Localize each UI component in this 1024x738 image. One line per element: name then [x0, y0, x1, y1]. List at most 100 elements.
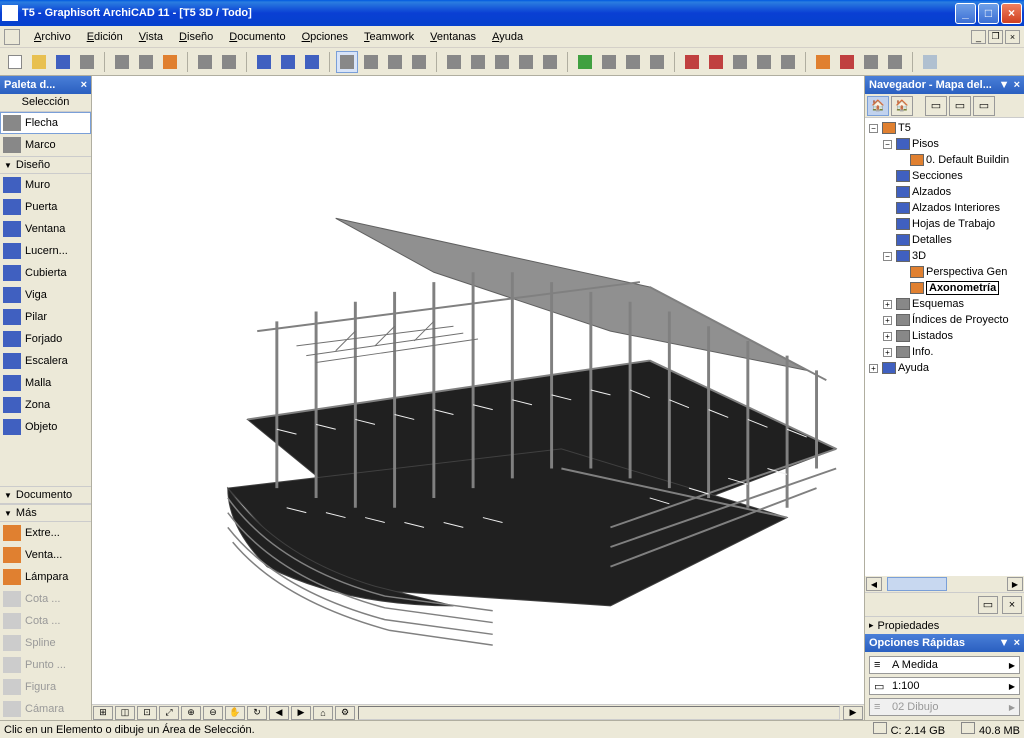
tree-item-esquemas[interactable]: +Esquemas	[867, 296, 1022, 312]
toolbar-eyedrop-button[interactable]	[301, 51, 323, 73]
toolbar-distr3-button[interactable]	[515, 51, 537, 73]
tree-item-secciones[interactable]: Secciones	[867, 168, 1022, 184]
maximize-button[interactable]: □	[978, 3, 999, 24]
toolbar-cut-button[interactable]	[111, 51, 133, 73]
tool-forjado[interactable]: Forjado	[0, 328, 91, 350]
3d-viewport[interactable]	[92, 76, 864, 704]
tool-ventana[interactable]: Ventana	[0, 218, 91, 240]
tree-item-axonometr-a[interactable]: Axonometría	[867, 280, 1022, 296]
toolbar-undo-button[interactable]	[194, 51, 216, 73]
tree-item-pisos[interactable]: −Pisos	[867, 136, 1022, 152]
nav-new-button[interactable]: ▭	[978, 596, 998, 614]
nav-delete-button[interactable]: ×	[1002, 596, 1022, 614]
toolbar-open-button[interactable]	[28, 51, 50, 73]
tree-item-3d[interactable]: −3D	[867, 248, 1022, 264]
toolbar-dim2-button[interactable]	[705, 51, 727, 73]
menu-archivo[interactable]: Archivo	[26, 29, 79, 45]
tree-item--ndices-de-proyecto[interactable]: +Índices de Proyecto	[867, 312, 1022, 328]
navigator-titlebar[interactable]: Navegador - Mapa del... ▼ ×	[865, 76, 1024, 94]
tree-item-perspectiva-gen[interactable]: Perspectiva Gen	[867, 264, 1022, 280]
zoom-fit-button[interactable]: ⤢	[159, 706, 179, 720]
next-view-button[interactable]: ▶	[291, 706, 311, 720]
tree-item-0--default-buildin[interactable]: 0. Default Buildin	[867, 152, 1022, 168]
zoom-out-button[interactable]: ⊖	[203, 706, 223, 720]
menu-vista[interactable]: Vista	[131, 29, 171, 45]
toolbar-dim5-button[interactable]	[777, 51, 799, 73]
tree-toggle-icon[interactable]: −	[869, 124, 878, 133]
tree-toggle-icon[interactable]: −	[883, 140, 892, 149]
palette-close-icon[interactable]: ×	[81, 79, 87, 91]
tree-item-detalles[interactable]: Detalles	[867, 232, 1022, 248]
palette-section-more[interactable]: Más	[0, 504, 91, 522]
palette-titlebar[interactable]: Paleta d... ×	[0, 76, 91, 94]
minimize-button[interactable]: _	[955, 3, 976, 24]
tree-toggle-icon[interactable]: +	[883, 316, 892, 325]
toolbar-dim4-button[interactable]	[753, 51, 775, 73]
toolbar-trim1-button[interactable]	[336, 51, 358, 73]
tool-puerta[interactable]: Puerta	[0, 196, 91, 218]
toolbar-beam-button[interactable]	[598, 51, 620, 73]
nav-tab-layout[interactable]: ▭	[925, 96, 947, 116]
view-btn-1[interactable]: ⊞	[93, 706, 113, 720]
tree-item-info-[interactable]: +Info.	[867, 344, 1022, 360]
tree-toggle-icon[interactable]: +	[883, 332, 892, 341]
tool-escalera[interactable]: Escalera	[0, 350, 91, 372]
tool-viga[interactable]: Viga	[0, 284, 91, 306]
nav-scroll-left[interactable]: ◀	[866, 577, 882, 591]
quick-options-titlebar[interactable]: Opciones Rápidas ▼ ×	[865, 634, 1024, 652]
toolbar-trim3-button[interactable]	[384, 51, 406, 73]
view-settings-button[interactable]: ⚙	[335, 706, 355, 720]
toolbar-meas3-button[interactable]	[860, 51, 882, 73]
tool-marco[interactable]: Marco	[0, 134, 91, 156]
quick-close-icon[interactable]: ×	[1014, 637, 1020, 649]
tree-item-alzados[interactable]: Alzados	[867, 184, 1022, 200]
mdi-restore-button[interactable]: ❐	[988, 30, 1003, 44]
nav-tab-publisher[interactable]: ▭	[949, 96, 971, 116]
toolbar-find-button[interactable]	[253, 51, 275, 73]
nav-scroll-right[interactable]: ▶	[1007, 577, 1023, 591]
palette-section-document[interactable]: Documento	[0, 486, 91, 504]
scroll-right-button[interactable]: ▶	[843, 706, 863, 720]
tree-toggle-icon[interactable]: +	[869, 364, 878, 373]
tool-cámara[interactable]: Cámara	[0, 698, 91, 720]
tool-muro[interactable]: Muro	[0, 174, 91, 196]
tool-flecha[interactable]: Flecha	[0, 112, 91, 134]
view-btn-3[interactable]: ⊡	[137, 706, 157, 720]
palette-section-design[interactable]: Diseño	[0, 156, 91, 174]
tool-venta[interactable]: Venta...	[0, 544, 91, 566]
menu-opciones[interactable]: Opciones	[294, 29, 356, 45]
quick-dropdown-icon[interactable]: ▼	[999, 637, 1010, 649]
tool-figura[interactable]: Figura	[0, 676, 91, 698]
toolbar-dim-button[interactable]	[681, 51, 703, 73]
toolbar-copy-button[interactable]	[135, 51, 157, 73]
prev-view-button[interactable]: ◀	[269, 706, 289, 720]
toolbar-distr-button[interactable]	[467, 51, 489, 73]
nav-tab-project[interactable]: 🏠	[867, 96, 889, 116]
menu-teamwork[interactable]: Teamwork	[356, 29, 422, 45]
tool-punto[interactable]: Punto ...	[0, 654, 91, 676]
toolbar-paste-button[interactable]	[159, 51, 181, 73]
toolbar-meas2-button[interactable]	[836, 51, 858, 73]
toolbar-meas-button[interactable]	[812, 51, 834, 73]
tree-item-hojas-de-trabajo[interactable]: Hojas de Trabajo	[867, 216, 1022, 232]
menu-ventanas[interactable]: Ventanas	[422, 29, 484, 45]
toolbar-trim4-button[interactable]	[408, 51, 430, 73]
view-btn-2[interactable]: ◫	[115, 706, 135, 720]
tool-cota[interactable]: Cota ...	[0, 588, 91, 610]
toolbar-distr4-button[interactable]	[539, 51, 561, 73]
properties-header[interactable]: Propiedades	[865, 616, 1024, 634]
toolbar-beam2-button[interactable]	[622, 51, 644, 73]
toolbar-meas4-button[interactable]	[884, 51, 906, 73]
tree-item-alzados-interiores[interactable]: Alzados Interiores	[867, 200, 1022, 216]
navigator-hscroll[interactable]: ◀ ▶	[865, 576, 1024, 592]
quick-field-1[interactable]: ▭1:100▶	[869, 677, 1020, 695]
tree-item-ayuda[interactable]: +Ayuda	[867, 360, 1022, 376]
tree-toggle-icon[interactable]: +	[883, 348, 892, 357]
tool-objeto[interactable]: Objeto	[0, 416, 91, 438]
toolbar-view3d-button[interactable]	[919, 51, 941, 73]
tree-item-t5[interactable]: −T5	[867, 120, 1022, 136]
toolbar-roof-button[interactable]	[574, 51, 596, 73]
mdi-minimize-button[interactable]: _	[971, 30, 986, 44]
tool-pilar[interactable]: Pilar	[0, 306, 91, 328]
nav-tab-sets[interactable]: ▭	[973, 96, 995, 116]
